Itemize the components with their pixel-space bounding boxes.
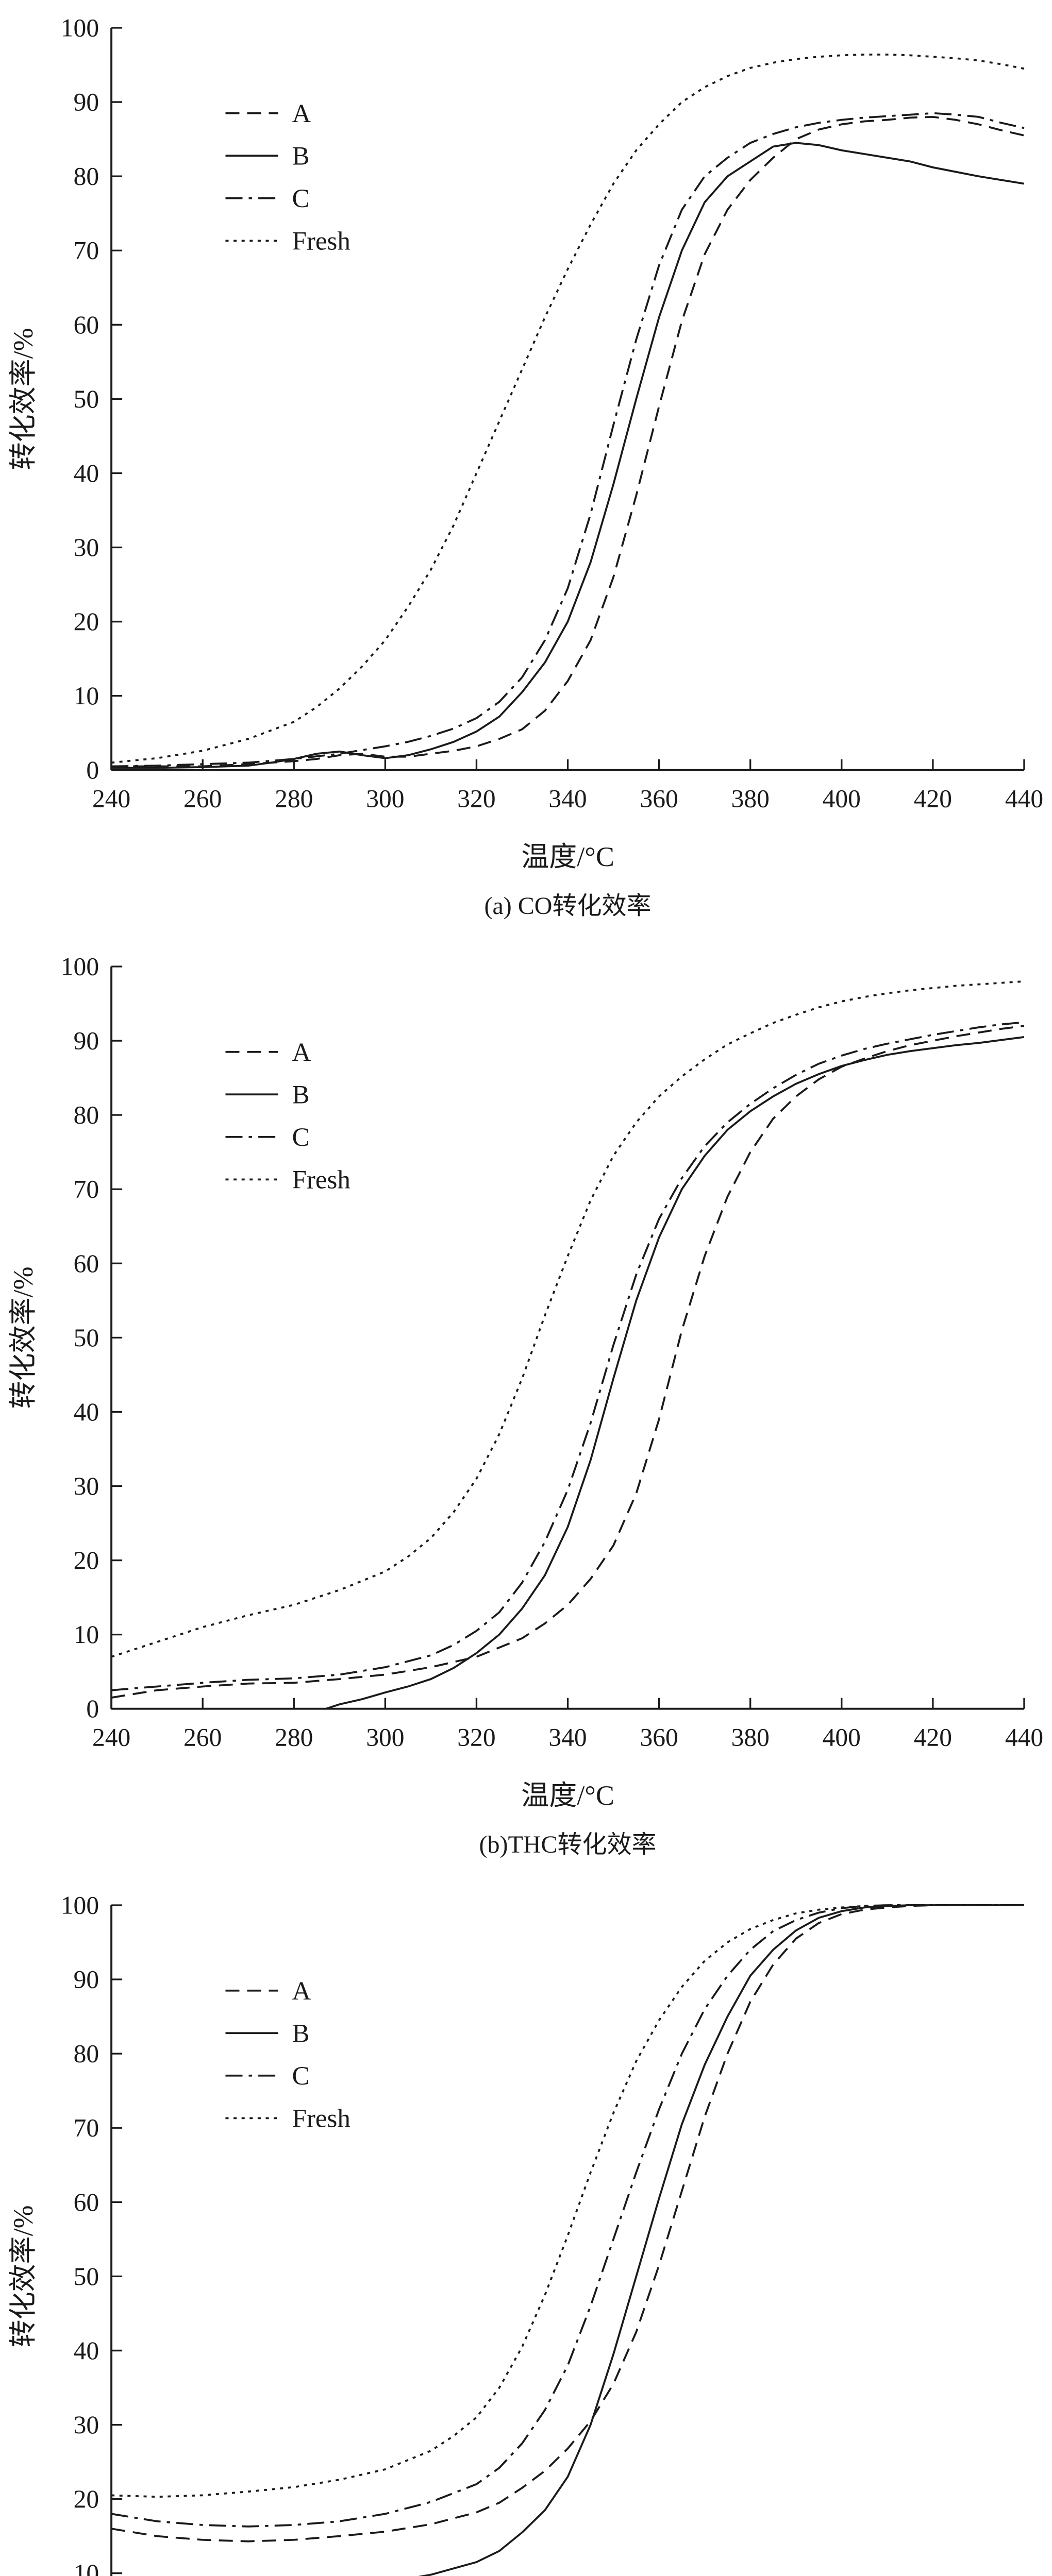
y-axis-title: 转化效率/% [8, 328, 39, 470]
legend-label-C: C [292, 1123, 310, 1152]
x-tick-label: 380 [731, 1723, 770, 1752]
caption-co: (a) CO转化效率 [42, 892, 1052, 924]
x-tick-label: 340 [548, 785, 587, 813]
y-tick-label: 60 [74, 311, 99, 339]
series-line-B [419, 1904, 1024, 2576]
series-line-Fresh [111, 54, 1025, 764]
y-tick-label: 60 [74, 2188, 99, 2216]
series-line-C [111, 1904, 1024, 2528]
y-tick-label: 90 [74, 1965, 99, 1994]
y-tick-label: 90 [74, 1027, 99, 1055]
y-tick-label: 50 [74, 2262, 99, 2291]
y-tick-label: 10 [74, 682, 99, 710]
y-tick-label: 10 [74, 2559, 99, 2576]
x-tick-label: 280 [275, 1723, 313, 1752]
y-tick-label: 50 [74, 385, 99, 413]
y-tick-label: 80 [74, 1101, 99, 1129]
x-tick-label: 320 [457, 785, 495, 813]
x-tick-label: 440 [1005, 1723, 1043, 1752]
legend-label-C: C [292, 2062, 310, 2091]
x-tick-label: 260 [183, 785, 222, 813]
legend-label-Fresh: Fresh [292, 227, 350, 256]
legend-label-B: B [292, 2020, 310, 2048]
x-tick-label: 280 [275, 785, 313, 813]
y-tick-label: 0 [86, 756, 99, 784]
series-line-B [325, 1036, 1025, 1710]
series-line-A [111, 1025, 1025, 1699]
x-tick-label: 340 [548, 1723, 587, 1752]
legend-label-A: A [292, 1038, 311, 1067]
y-tick-label: 100 [61, 1891, 99, 1920]
series-line-Fresh [111, 1904, 1024, 2498]
legend-label-B: B [292, 1081, 310, 1110]
y-axis-title: 转化效率/% [8, 1266, 39, 1409]
chart-block-co: 240 260 280 300 320 340 360 380 400 420 440 0 10 20 30… [0, 9, 1052, 924]
y-tick-label: 40 [74, 2336, 99, 2365]
chart-block-nox: 2402602803003203403603804004204400102030… [0, 1887, 1052, 2576]
legend-label-A: A [292, 1977, 311, 2006]
y-tick-label: 10 [74, 1620, 99, 1649]
co-conversion-chart: 240 260 280 300 320 340 360 380 400 420 440 0 10 20 30… [8, 14, 1043, 872]
series-line-C [111, 112, 1025, 768]
legend-label-C: C [292, 184, 310, 213]
y-tick-label: 70 [74, 2114, 99, 2142]
legend-label-Fresh: Fresh [292, 2105, 350, 2133]
x-tick-label: 320 [457, 1723, 495, 1752]
y-tick-label: 0 [86, 1694, 99, 1723]
x-tick-label: 420 [914, 1723, 952, 1752]
series-line-A [111, 1904, 1024, 2543]
x-tick-label: 240 [92, 785, 130, 813]
legend-label-A: A [292, 99, 311, 128]
y-tick-label: 90 [74, 88, 99, 116]
x-axis-title: 温度/°C [521, 841, 614, 872]
x-tick-label: 360 [640, 785, 678, 813]
y-tick-label: 100 [61, 14, 99, 42]
x-tick-label: 420 [914, 785, 952, 813]
thc-conversion-chart: 240 260 280 300 320 340 360 380 400 420 440 0 10 20 30… [8, 953, 1043, 1811]
caption-thc-suffix: 转化效率 [557, 1831, 657, 1858]
y-tick-label: 70 [74, 236, 99, 265]
x-tick-label: 300 [366, 1723, 404, 1752]
y-tick-label: 80 [74, 162, 99, 191]
x-tick-label: 380 [731, 785, 770, 813]
x-tick-label: 260 [183, 1723, 222, 1752]
series-line-B [111, 142, 1025, 769]
nox-conversion-chart: 2402602803003203403603804004204400102030… [8, 1891, 1024, 2576]
chart-block-thc: 240 260 280 300 320 340 360 380 400 420 440 0 10 20 30… [0, 948, 1052, 1863]
x-tick-label: 400 [823, 785, 861, 813]
x-axis-title: 温度/°C [521, 1780, 614, 1811]
x-tick-label: 300 [366, 785, 404, 813]
y-tick-label: 80 [74, 2040, 99, 2068]
y-axis-title: 转化效率/% [8, 2206, 39, 2348]
x-tick-label: 400 [823, 1723, 861, 1752]
y-tick-label: 30 [74, 533, 99, 562]
y-tick-label: 30 [74, 1472, 99, 1500]
y-tick-label: 40 [74, 1398, 99, 1426]
y-tick-label: 20 [74, 607, 99, 636]
caption-co-text: (a) CO [484, 892, 553, 920]
caption-thc-text: (b)THC [479, 1831, 558, 1858]
caption-thc: (b)THC转化效率 [42, 1831, 1052, 1863]
x-tick-label: 240 [92, 1723, 130, 1752]
y-tick-label: 20 [74, 1546, 99, 1574]
series-line-C [111, 1021, 1025, 1691]
y-tick-label: 20 [74, 2485, 99, 2513]
legend-label-B: B [292, 142, 310, 171]
caption-co-suffix: 转化效率 [552, 892, 652, 920]
y-tick-label: 100 [61, 953, 99, 981]
y-tick-label: 70 [74, 1175, 99, 1204]
y-tick-label: 30 [74, 2411, 99, 2439]
x-tick-label: 360 [640, 1723, 678, 1752]
y-tick-label: 50 [74, 1324, 99, 1352]
legend-label-Fresh: Fresh [292, 1166, 350, 1195]
x-tick-label: 440 [1005, 785, 1043, 813]
y-tick-label: 60 [74, 1249, 99, 1278]
series-line-A [111, 116, 1025, 768]
y-tick-label: 40 [74, 459, 99, 487]
series-line-Fresh [111, 980, 1025, 1658]
